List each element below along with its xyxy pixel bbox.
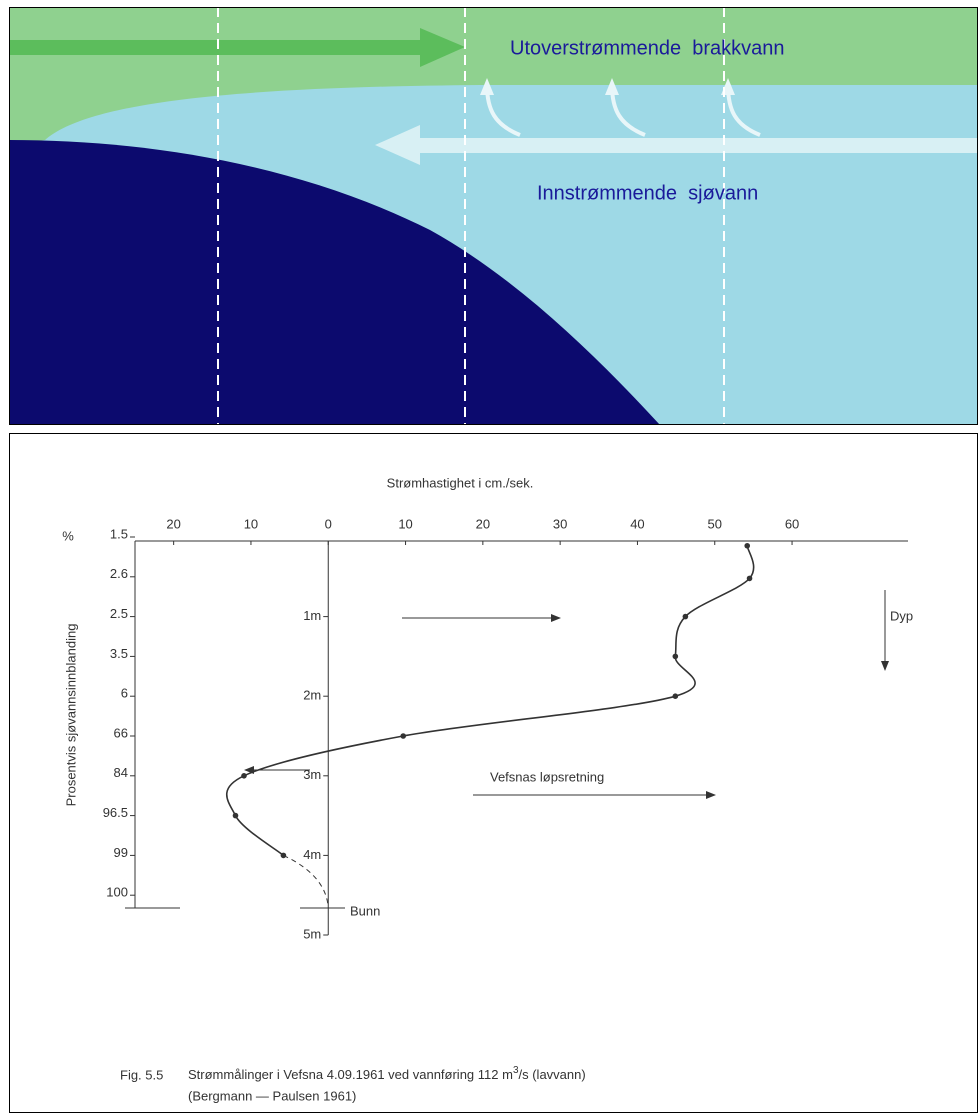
velocity-profile bbox=[225, 545, 755, 857]
y-tick-label: 3m bbox=[303, 767, 321, 782]
data-point bbox=[672, 693, 679, 699]
current-profile: Strømhastighet i cm./sek. % Prosentvis s… bbox=[62, 475, 913, 1103]
caption-superscript: 3 bbox=[513, 1065, 519, 1076]
x-tick-label: 50 bbox=[708, 516, 722, 531]
data-point bbox=[682, 613, 689, 620]
y-tick-label: 1m bbox=[303, 608, 321, 623]
caption: Strømmålinger i Vefsna 4.09.1961 ved van… bbox=[188, 1065, 586, 1083]
outflow-arrow-head bbox=[420, 28, 465, 67]
x-tick-label: 60 bbox=[785, 516, 799, 531]
section-lines bbox=[217, 7, 725, 425]
direction-label: Vefsnas løpsretning bbox=[490, 769, 604, 784]
x-tick-label: 30 bbox=[553, 516, 567, 531]
y-tick-label: 2m bbox=[303, 688, 321, 703]
profile-extension bbox=[283, 854, 329, 909]
data-point bbox=[232, 812, 239, 819]
inflow-arrow bbox=[418, 138, 978, 153]
percent-label: 66 bbox=[114, 725, 128, 740]
inflow-label: Innstrømmende sjøvann bbox=[537, 182, 758, 204]
percent-label: 2.6 bbox=[110, 566, 128, 581]
x-tick-label: 40 bbox=[630, 516, 644, 531]
depth-label: Dyp bbox=[890, 608, 913, 623]
chart-border bbox=[9, 433, 978, 1113]
percent-symbol: % bbox=[62, 528, 74, 543]
data-point bbox=[280, 852, 287, 859]
diagram-border bbox=[9, 7, 978, 425]
x-axis-title: Strømhastighet i cm./sek. bbox=[387, 475, 534, 490]
data-point bbox=[672, 653, 679, 660]
y-tick-label: 4m bbox=[303, 847, 321, 862]
x-tick-label: 0 bbox=[325, 516, 332, 531]
data-point bbox=[744, 542, 751, 549]
percent-label: 84 bbox=[114, 765, 128, 780]
bottom bbox=[9, 140, 660, 425]
percent-label: 96.5 bbox=[103, 805, 128, 820]
caption-source: (Bergmann — Paulsen 1961) bbox=[188, 1088, 356, 1103]
data-point bbox=[241, 773, 247, 779]
bottom-label: Bunn bbox=[350, 903, 380, 918]
percent-label: 2.5 bbox=[110, 606, 128, 621]
caption-text-end: /s (lavvann) bbox=[519, 1067, 586, 1082]
percent-label: 99 bbox=[114, 845, 128, 860]
percent-label: 3.5 bbox=[110, 646, 128, 661]
estuary-diagram: Utoverstrømmende brakkvann Innstrømmende… bbox=[9, 7, 978, 425]
caption-number: Fig. 5.5 bbox=[120, 1067, 163, 1082]
outflow-label: Utoverstrømmende brakkvann bbox=[510, 37, 785, 59]
mixing-arrow-heads bbox=[480, 78, 735, 95]
x-tick-label: 10 bbox=[398, 516, 412, 531]
data-point bbox=[746, 575, 753, 582]
caption-text: Strømmålinger i Vefsna 4.09.1961 ved van… bbox=[188, 1067, 513, 1082]
y-tick-label: 5m bbox=[303, 926, 321, 941]
percent-label: 1.5 bbox=[110, 526, 128, 541]
percent-label: 100 bbox=[106, 885, 128, 900]
data-point bbox=[400, 733, 407, 739]
x-tick-label: 20 bbox=[166, 516, 180, 531]
y-axis-title: Prosentvis sjøvannsinnblanding bbox=[63, 624, 78, 807]
percent-label: 6 bbox=[121, 686, 128, 701]
inflow-arrow-head bbox=[375, 125, 420, 165]
x-tick-label: 20 bbox=[476, 516, 490, 531]
x-tick-label: 10 bbox=[244, 516, 258, 531]
